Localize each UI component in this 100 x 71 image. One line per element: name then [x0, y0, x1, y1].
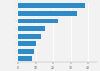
Bar [18, 41, 36, 46]
Bar [18, 34, 41, 39]
Bar [18, 56, 32, 61]
Bar [18, 11, 77, 16]
Bar [18, 3, 85, 8]
Bar [18, 19, 58, 23]
Bar [18, 26, 45, 31]
Bar [18, 49, 34, 54]
